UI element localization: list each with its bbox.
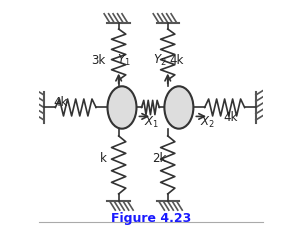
Text: 4k: 4k: [169, 54, 184, 67]
Text: 4k: 4k: [223, 111, 237, 124]
Text: $X_1$: $X_1$: [144, 114, 159, 129]
Ellipse shape: [164, 87, 193, 129]
Text: 3k: 3k: [92, 54, 106, 67]
Text: Figure 4.23: Figure 4.23: [111, 212, 191, 225]
Ellipse shape: [108, 87, 137, 129]
Text: 4k: 4k: [53, 95, 68, 108]
Text: k: k: [100, 151, 107, 164]
Text: $Y_2$: $Y_2$: [153, 53, 166, 68]
Text: $X_2$: $X_2$: [200, 114, 215, 129]
Text: $Y_1$: $Y_1$: [117, 53, 130, 68]
Text: 2k: 2k: [152, 151, 166, 164]
